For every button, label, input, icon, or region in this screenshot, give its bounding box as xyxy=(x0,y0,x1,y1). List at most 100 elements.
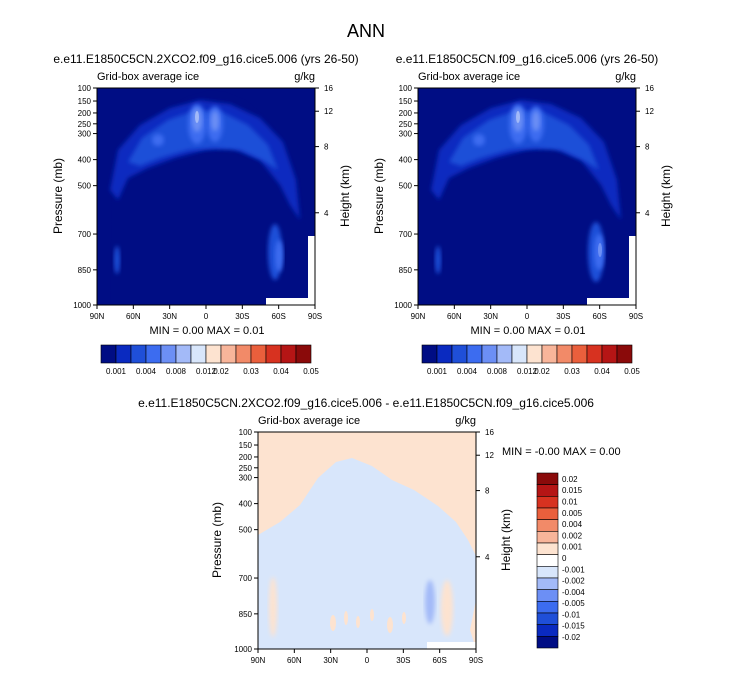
colorbar-swatch xyxy=(205,344,222,364)
colorbar-swatch xyxy=(526,344,543,364)
colorbar-label: 0.004 xyxy=(562,520,583,529)
panel-1-stats: MIN = 0.00 MAX = 0.01 xyxy=(150,325,265,337)
panel-2-x-ticks: 90N 60N 30N 0 30S 60S 90S xyxy=(411,305,643,321)
y-tick-label: 700 xyxy=(239,574,253,583)
colorbar-label: 0.001 xyxy=(427,367,448,376)
colorbar-swatch xyxy=(265,344,282,364)
colorbar-swatch xyxy=(536,472,559,485)
colorbar-swatch xyxy=(601,344,618,364)
y2-tick-label: 12 xyxy=(485,451,494,460)
colorbar-swatch xyxy=(235,344,252,364)
colorbar-label: -0.02 xyxy=(562,633,581,642)
y-tick-label: 850 xyxy=(239,610,253,619)
colorbar-swatch xyxy=(536,577,559,590)
panel-1: e.e11.E1850C5CN.2XCO2.f09_g16.cice5.006 … xyxy=(51,52,359,376)
colorbar-label: 0.03 xyxy=(243,367,259,376)
colorbar-swatch xyxy=(190,344,207,364)
y-tick-label: 100 xyxy=(78,84,92,93)
y-tick-label: 150 xyxy=(239,441,253,450)
x-tick-label: 90S xyxy=(308,312,322,321)
y-tick-label: 1000 xyxy=(234,645,252,654)
panel-1-y2-ticks: 16 12 8 4 xyxy=(315,84,333,218)
colorbar-label: -0.002 xyxy=(562,577,585,586)
colorbar-swatch xyxy=(481,344,498,364)
colorbar-swatch xyxy=(536,566,559,579)
colorbar-label: 0.001 xyxy=(562,543,583,552)
colorbar-label: 0.004 xyxy=(136,367,157,376)
y2-tick-label: 4 xyxy=(485,553,490,562)
panel-2-title: e.e11.E1850C5CN.f09_g16.cice5.006 (yrs 2… xyxy=(396,52,659,66)
colorbar-swatch xyxy=(175,344,192,364)
colorbar-label: 0.05 xyxy=(303,367,319,376)
y-tick-label: 1000 xyxy=(73,301,91,310)
y-tick-label: 500 xyxy=(239,526,253,535)
panel-3: e.e11.E1850C5CN.2XCO2.f09_g16.cice5.006 … xyxy=(138,396,621,665)
colorbar-label: 0.01 xyxy=(562,498,578,507)
x-tick-label: 30N xyxy=(483,312,498,321)
y-tick-label: 850 xyxy=(399,266,413,275)
colorbar-swatch xyxy=(536,507,559,520)
y-tick-label: 700 xyxy=(78,230,92,239)
colorbar-swatch xyxy=(100,344,117,364)
panel-2-ylabel: Pressure (mb) xyxy=(372,158,386,234)
y2-tick-label: 12 xyxy=(324,107,333,116)
y-tick-label: 200 xyxy=(78,109,92,118)
colorbar-swatch xyxy=(421,344,438,364)
colorbar-label: 0.002 xyxy=(562,531,583,540)
colorbar-label: 0.008 xyxy=(166,367,187,376)
y-tick-label: 200 xyxy=(399,109,413,118)
colorbar-swatch xyxy=(536,496,559,509)
y-tick-label: 1000 xyxy=(394,301,412,310)
colorbar-swatch xyxy=(451,344,468,364)
y2-tick-label: 12 xyxy=(645,107,654,116)
colorbar-label: -0.005 xyxy=(562,599,585,608)
colorbar-label: 0.015 xyxy=(562,486,583,495)
panel-3-x-ticks: 90N 60N 30N 0 30S 60S 90S xyxy=(251,649,483,665)
panel-2-plot-field xyxy=(418,88,636,305)
y-tick-label: 150 xyxy=(78,97,92,106)
x-tick-label: 60N xyxy=(126,312,141,321)
panel-3-title: e.e11.E1850C5CN.2XCO2.f09_g16.cice5.006 … xyxy=(138,396,594,410)
colorbar-label: 0.005 xyxy=(562,509,583,518)
x-tick-label: 0 xyxy=(525,312,530,321)
colorbar-label: 0.02 xyxy=(213,367,229,376)
colorbar-swatch xyxy=(250,344,267,364)
y-tick-label: 300 xyxy=(239,474,253,483)
x-tick-label: 90N xyxy=(411,312,426,321)
y2-tick-label: 16 xyxy=(324,84,333,93)
y-tick-label: 300 xyxy=(399,130,413,139)
x-tick-label: 90S xyxy=(629,312,643,321)
x-tick-label: 60N xyxy=(447,312,462,321)
panel-2-subtitle-left: Grid-box average ice xyxy=(418,71,520,83)
colorbar-swatch xyxy=(536,601,559,614)
colorbar-swatch xyxy=(115,344,132,364)
panel-1-title: e.e11.E1850C5CN.2XCO2.f09_g16.cice5.006 … xyxy=(53,52,358,66)
colorbar-swatch xyxy=(496,344,513,364)
y-tick-label: 100 xyxy=(399,84,413,93)
colorbar-swatch xyxy=(536,624,559,637)
y-tick-label: 200 xyxy=(239,453,253,462)
y-tick-label: 400 xyxy=(239,500,253,509)
colorbar-swatch xyxy=(145,344,162,364)
x-tick-label: 30S xyxy=(556,312,570,321)
colorbar-swatch xyxy=(130,344,147,364)
y2-tick-label: 16 xyxy=(645,84,654,93)
y2-tick-label: 4 xyxy=(645,209,650,218)
panel-3-subtitle-left: Grid-box average ice xyxy=(258,415,360,427)
colorbar-swatch xyxy=(536,589,559,602)
panel-1-subtitle-left: Grid-box average ice xyxy=(97,71,199,83)
y2-tick-label: 8 xyxy=(324,143,329,152)
colorbar-label: 0.02 xyxy=(562,475,578,484)
x-tick-label: 60S xyxy=(272,312,286,321)
panel-2-stats: MIN = 0.00 MAX = 0.01 xyxy=(471,325,586,337)
colorbar-label: 0.04 xyxy=(273,367,289,376)
colorbar-label: 0.008 xyxy=(487,367,508,376)
y-tick-label: 300 xyxy=(78,130,92,139)
colorbar-label: 0.001 xyxy=(106,367,127,376)
panel-1-ylabel: Pressure (mb) xyxy=(51,158,65,234)
y-tick-label: 150 xyxy=(399,97,413,106)
colorbar-swatch xyxy=(536,484,559,497)
